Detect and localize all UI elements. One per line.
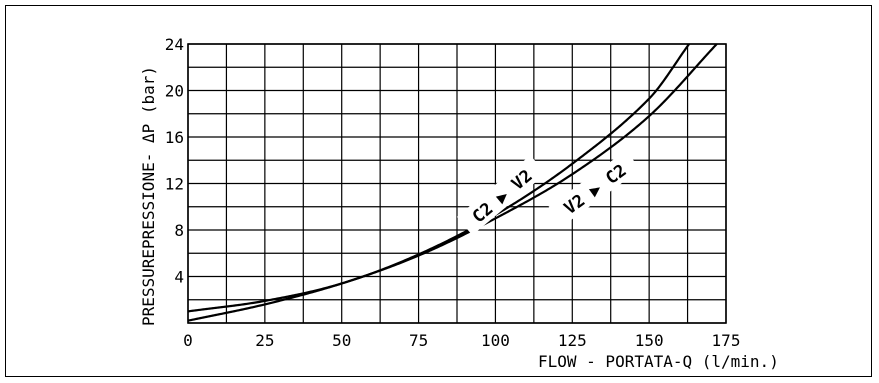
plot-area-border [187,43,727,324]
curve-label-v2-to-c2: V2 ▶ C2 [561,161,631,219]
x-tick-label: 125 [558,331,587,350]
curve-label-c2-to-v2-background [456,155,546,236]
y-tick-label: 8 [174,221,184,240]
curve-labels: C2 ▶ V2 V2 ▶ C2 [456,150,641,236]
x-tick-label: 0 [183,331,193,350]
x-axis-label: FLOW - PORTATA-Q (l/min.) [538,352,779,371]
curve-label-c2-to-v2-group: C2 ▶ V2 [456,155,546,236]
y-tick-label: 4 [174,268,184,287]
y-tick-label: 20 [165,82,184,101]
y-tick-label: 16 [165,128,184,147]
x-tick-label: 175 [712,331,741,350]
tick-labels: 0 25 50 75 100 125 150 175 4 8 12 16 20 24 [165,35,741,350]
series-lines [188,44,718,322]
grid [187,43,727,324]
curve-label-v2-to-c2-group: V2 ▶ C2 [548,150,641,227]
y-tick-label: 12 [165,175,184,194]
chart-frame: 0 25 50 75 100 125 150 175 4 8 12 16 20 24 C2 ▶ V2 V2 … [5,5,872,377]
series-line-c2-to-v2 [188,44,690,313]
curve-label-v2-to-c2-background [548,150,641,227]
x-tick-label: 25 [255,331,274,350]
x-tick-label: 75 [409,331,428,350]
pressure-flow-chart: 0 25 50 75 100 125 150 175 4 8 12 16 20 24 C2 ▶ V2 V2 … [139,35,779,371]
y-axis-label: PRESSUREPRESSIONE- ΔP (bar) [139,66,158,326]
x-tick-label: 150 [635,331,664,350]
y-tick-label: 24 [165,35,184,54]
x-tick-label: 100 [481,331,510,350]
series-line-v2-to-c2 [188,44,718,322]
x-tick-label: 50 [332,331,351,350]
